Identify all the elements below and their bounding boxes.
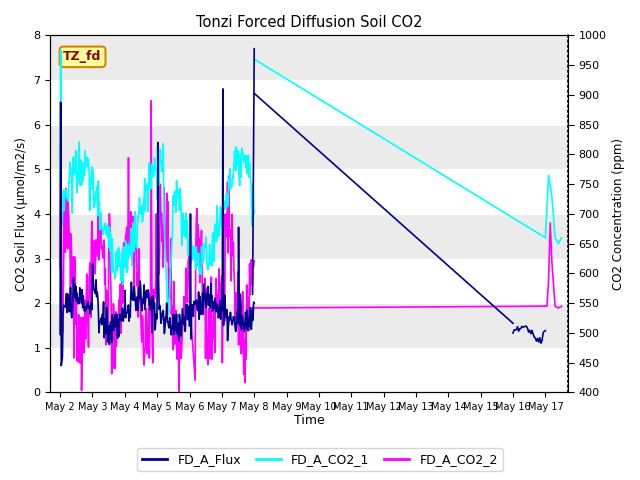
Bar [51, 169, 568, 214]
Bar [51, 125, 568, 169]
Y-axis label: CO2 Concentration (ppm): CO2 Concentration (ppm) [612, 138, 625, 290]
Title: Tonzi Forced Diffusion Soil CO2: Tonzi Forced Diffusion Soil CO2 [196, 15, 422, 30]
Bar [51, 259, 568, 303]
Bar [51, 214, 568, 259]
Text: TZ_fd: TZ_fd [63, 50, 102, 63]
Bar [51, 348, 568, 393]
Bar [51, 303, 568, 348]
Y-axis label: CO2 Soil Flux (μmol/m2/s): CO2 Soil Flux (μmol/m2/s) [15, 137, 28, 291]
Bar [51, 80, 568, 125]
Legend: FD_A_Flux, FD_A_CO2_1, FD_A_CO2_2: FD_A_Flux, FD_A_CO2_1, FD_A_CO2_2 [138, 448, 502, 471]
Bar [51, 36, 568, 80]
X-axis label: Time: Time [294, 414, 324, 427]
